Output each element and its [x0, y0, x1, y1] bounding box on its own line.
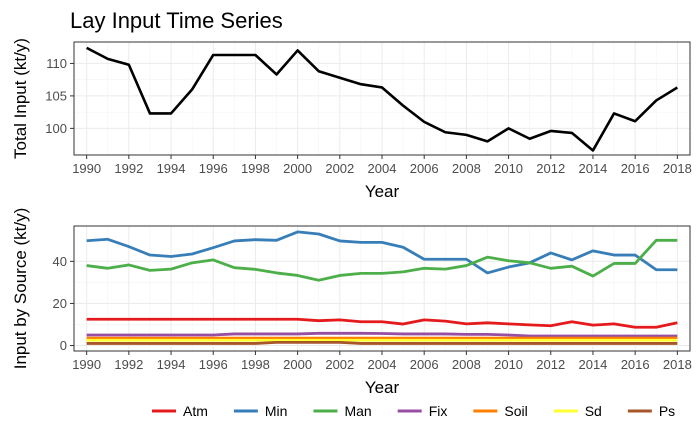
- x-tick-label: 1996: [199, 357, 228, 372]
- y-tick-label: 110: [46, 56, 67, 71]
- x-tick-label: 1998: [241, 357, 270, 372]
- x-tick-label: 2010: [494, 357, 523, 372]
- x-tick-label: 1992: [114, 161, 143, 176]
- x-tick-label: 2008: [452, 161, 481, 176]
- x-tick-label: 2012: [536, 357, 565, 372]
- x-tick-label: 2010: [494, 161, 523, 176]
- y-axis-title: Total Input (kt/y): [11, 38, 30, 159]
- x-tick-label: 2018: [663, 357, 692, 372]
- y-tick-label: 100: [45, 121, 67, 136]
- x-tick-label: 2014: [578, 161, 607, 176]
- chart-panel-1: 1990 1992 1994 1996 1998 2000 2002 2004 2006 2008…: [11, 8, 692, 201]
- x-tick-label: 2002: [325, 161, 354, 176]
- y-tick-label: 105: [45, 88, 67, 103]
- y-tick-label: 0: [60, 338, 67, 353]
- x-tick-label: 2002: [325, 357, 354, 372]
- x-tick-label: 2004: [368, 161, 397, 176]
- legend-label-min: Min: [265, 403, 288, 419]
- series-line-fix: [86, 331, 678, 338]
- legend-label-man: Man: [344, 403, 371, 419]
- y-axis-title: Input by Source (kt/y): [11, 208, 30, 370]
- x-axis-title: Year: [365, 182, 400, 201]
- legend-label-soil: Soil: [504, 403, 527, 419]
- series-line-atm: [86, 317, 678, 329]
- x-tick-label: 2000: [283, 357, 312, 372]
- legend: Atm Min Man Fix Soil Sd Ps: [152, 403, 675, 419]
- x-tick-label: 1996: [199, 161, 228, 176]
- x-tick-label: 2018: [663, 161, 692, 176]
- y-tick-label: 20: [53, 296, 67, 311]
- chart-panel-2: 1990 1992 1994 1996 1998 2000 2002 2004 2006 2008…: [11, 208, 692, 397]
- x-tick-label: 1998: [241, 161, 270, 176]
- x-tick-label: 2014: [578, 357, 607, 372]
- x-tick-label: 2000: [283, 161, 312, 176]
- series-line-man: [86, 238, 678, 282]
- x-tick-label: 2008: [452, 357, 481, 372]
- x-tick-label: 2006: [410, 357, 439, 372]
- x-tick-label: 1990: [72, 357, 101, 372]
- x-tick-label: 2004: [368, 357, 397, 372]
- x-tick-label: 2006: [410, 161, 439, 176]
- series-line-total-input: [86, 46, 679, 152]
- legend-label-atm: Atm: [183, 403, 208, 419]
- chart-title: Lay Input Time Series: [70, 8, 283, 33]
- series-line-ps: [86, 340, 678, 345]
- legend-label-fix: Fix: [429, 403, 448, 419]
- series-line-min: [86, 230, 678, 275]
- x-tick-label: 2012: [536, 161, 565, 176]
- legend-label-sd: Sd: [585, 403, 602, 419]
- x-tick-label: 2016: [621, 161, 650, 176]
- x-tick-label: 1994: [157, 161, 186, 176]
- x-tick-label: 1994: [157, 357, 186, 372]
- x-axis-title: Year: [365, 378, 400, 397]
- x-tick-label: 1992: [114, 357, 143, 372]
- y-tick-label: 40: [53, 254, 67, 269]
- x-tick-label: 1990: [72, 161, 101, 176]
- x-tick-label: 2016: [621, 357, 650, 372]
- legend-label-ps: Ps: [659, 403, 675, 419]
